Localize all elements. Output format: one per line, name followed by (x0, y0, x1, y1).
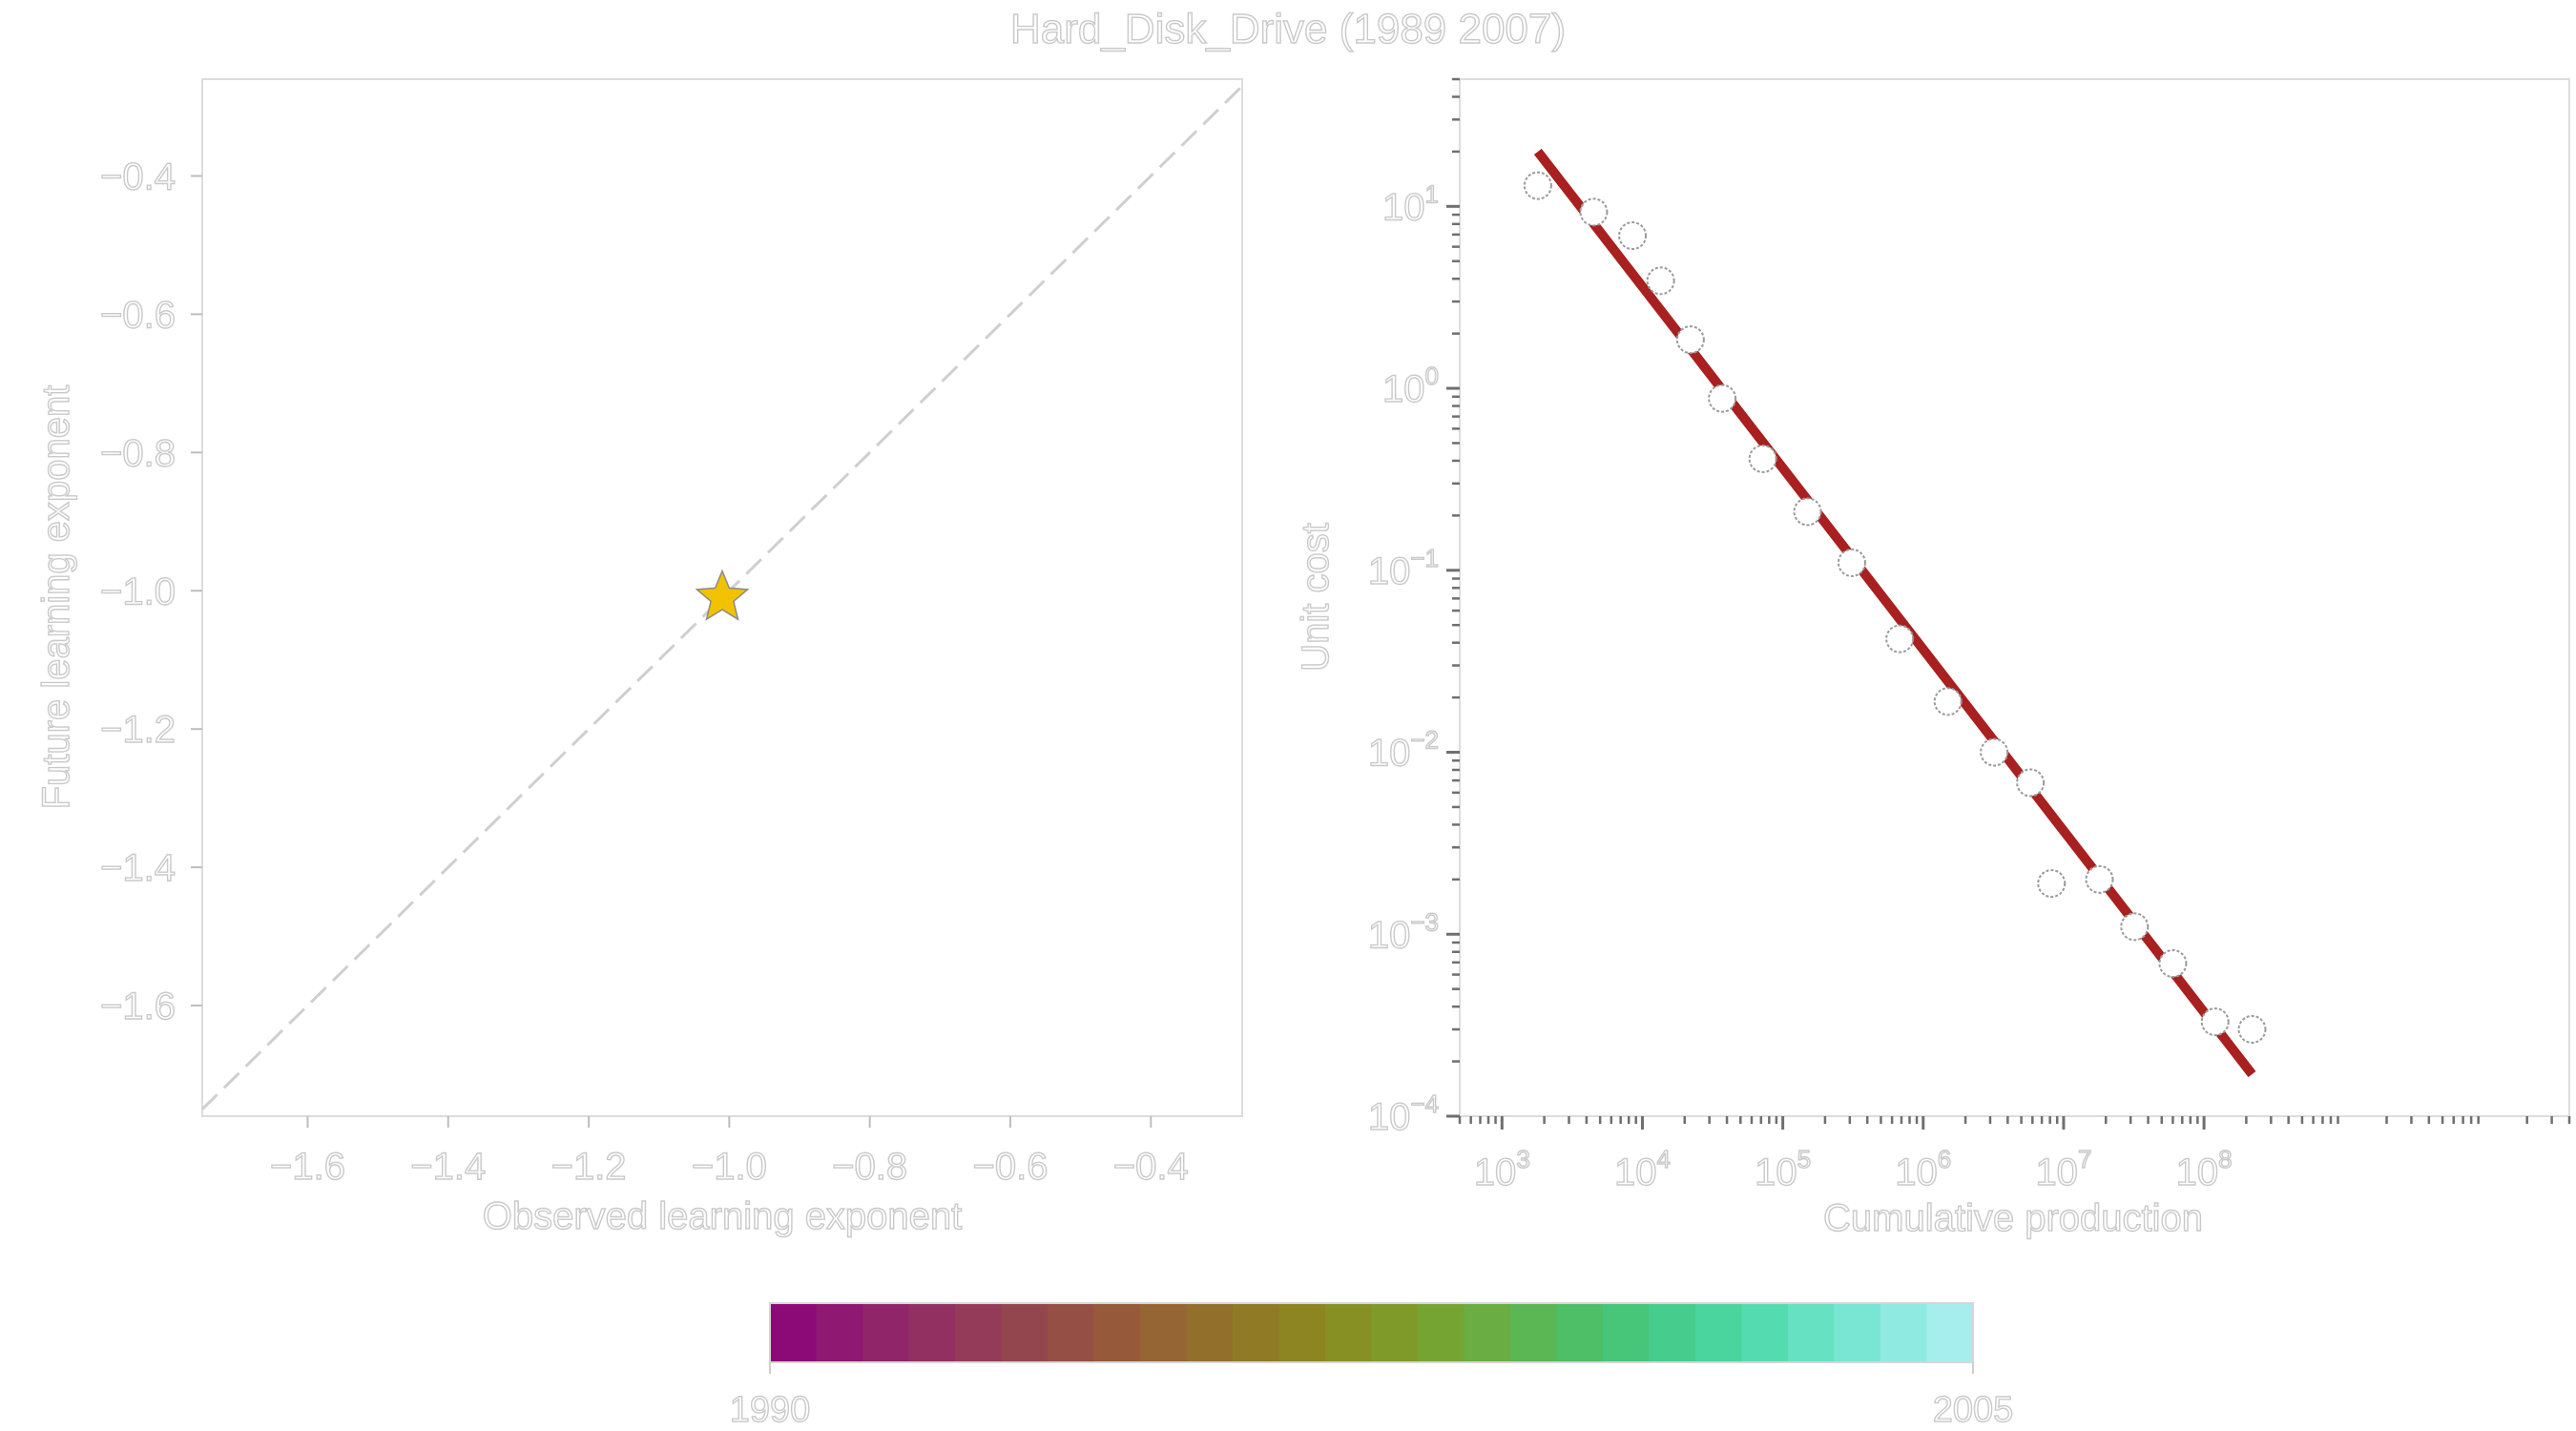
colorbar-cell (1603, 1303, 1651, 1362)
data-point (1980, 737, 2009, 767)
figure-title: Hard_Disk_Drive (1989 2007) (1010, 6, 1566, 52)
data-point (1708, 384, 1737, 413)
colorbar-cells (770, 1303, 1974, 1362)
left-x-tick-label: −1.6 (270, 1146, 345, 1188)
right-data-points (1523, 171, 2267, 1044)
right-x-tick-label: 108 (2176, 1145, 2233, 1193)
colorbar-cell (1093, 1303, 1141, 1362)
data-point (1646, 266, 1675, 296)
left-y-tick-label: −1.4 (100, 847, 176, 889)
left-x-tick-label: −0.8 (832, 1146, 907, 1188)
right-x-tick-label: 107 (2035, 1145, 2091, 1193)
data-point (2237, 1014, 2267, 1044)
right-y-axis-label: Unit cost (1295, 523, 1337, 672)
colorbar-frame (769, 1302, 1974, 1363)
colorbar-cell (1556, 1303, 1604, 1362)
colorbar-cell (816, 1303, 863, 1362)
left-x-tick-label: −1.0 (692, 1146, 767, 1188)
colorbar-cell (1001, 1303, 1049, 1362)
data-point (1579, 197, 1609, 227)
colorbar-cell (1834, 1303, 1881, 1362)
right-y-tick-label: 100 (1382, 362, 1439, 410)
right-y-tick-label: 10−2 (1368, 726, 1439, 775)
left-x-tick-label: −0.4 (1113, 1146, 1189, 1188)
colorbar-max-label: 2005 (1933, 1390, 2014, 1430)
colorbar-cell (1233, 1303, 1280, 1362)
colorbar-cell (1788, 1303, 1836, 1362)
colorbar-cell (1325, 1303, 1373, 1362)
left-x-tick-label: −0.6 (972, 1146, 1048, 1188)
right-plot-frame (1459, 78, 2570, 1117)
right-x-tick-label: 104 (1614, 1145, 1671, 1193)
right-x-tick-label: 103 (1474, 1145, 1530, 1193)
colorbar-cell (955, 1303, 1003, 1362)
data-point (2158, 949, 2188, 979)
colorbar-cell (1649, 1303, 1696, 1362)
left-chart: −1.6 −1.4 −1.2 −1.0 −0.8 −0.6 −0.4 −0.4 −0.6 −0.8… (34, 78, 1244, 1238)
colorbar-cell (1880, 1303, 1928, 1362)
colorbar-cell (1464, 1303, 1511, 1362)
right-chart: 103 104 105 106 107 108 101 100 10−1 10−2 10−3 10−4… (1294, 77, 2571, 1240)
left-x-tick-label: −1.4 (410, 1146, 486, 1188)
right-y-tick-label: 101 (1382, 179, 1439, 228)
left-x-axis-label: Observed learning exponent (483, 1195, 963, 1237)
colorbar-cell (862, 1303, 910, 1362)
colorbar-cell (1695, 1303, 1743, 1362)
data-point (2085, 864, 2114, 894)
left-data-points (695, 569, 750, 621)
colorbar-cell (1278, 1303, 1326, 1362)
colorbar-cell (1371, 1303, 1419, 1362)
left-axis-ticks: −1.6 −1.4 −1.2 −1.0 −0.8 −0.6 −0.4 −0.4 −0.6 −0.8… (99, 156, 1189, 1189)
right-x-tick-label: 106 (1895, 1145, 1951, 1193)
left-y-tick-label: −1.2 (100, 709, 176, 751)
data-point (1837, 548, 1866, 577)
right-x-axis-label: Cumulative production (1823, 1197, 2203, 1239)
data-point (1523, 171, 1552, 200)
left-x-tick-label: −1.2 (551, 1146, 627, 1188)
colorbar: 1990 2005 (729, 1302, 2014, 1431)
right-x-tick-label: 105 (1755, 1145, 1811, 1193)
data-point (1675, 325, 1705, 355)
right-y-tick-label: 10−4 (1368, 1089, 1439, 1138)
colorbar-cell (1048, 1303, 1095, 1362)
right-y-tick-label: 10−3 (1368, 907, 1439, 956)
data-point (1885, 624, 1915, 653)
colorbar-cell (1186, 1303, 1234, 1362)
data-point (2016, 768, 2046, 798)
star-marker (695, 569, 750, 621)
left-y-tick-label: −0.4 (100, 156, 176, 197)
colorbar-cell (770, 1303, 818, 1362)
colorbar-cell (1418, 1303, 1465, 1362)
colorbar-cell (1510, 1303, 1558, 1362)
data-point (2037, 869, 2067, 899)
left-y-axis-label: Future learning exponent (35, 385, 77, 810)
colorbar-cell (1140, 1303, 1188, 1362)
left-y-tick-label: −1.0 (100, 570, 176, 612)
right-y-tick-label: 10−1 (1368, 544, 1439, 592)
data-point (2200, 1007, 2230, 1037)
colorbar-cell (908, 1303, 956, 1362)
left-y-tick-label: −0.6 (100, 294, 176, 336)
left-y-tick-label: −1.6 (100, 985, 176, 1027)
colorbar-cell (1926, 1303, 1974, 1362)
data-point (1933, 687, 1963, 716)
data-point (1748, 444, 1777, 473)
data-point (1618, 221, 1648, 251)
data-point (1793, 497, 1822, 527)
data-point (2120, 912, 2150, 942)
right-axis-ticks: 103 104 105 106 107 108 101 100 10−1 10−2 10−3 10−4 (1367, 77, 2571, 1194)
colorbar-cell (1741, 1303, 1789, 1362)
left-y-tick-label: −0.8 (100, 432, 176, 474)
colorbar-min-label: 1990 (730, 1390, 811, 1430)
